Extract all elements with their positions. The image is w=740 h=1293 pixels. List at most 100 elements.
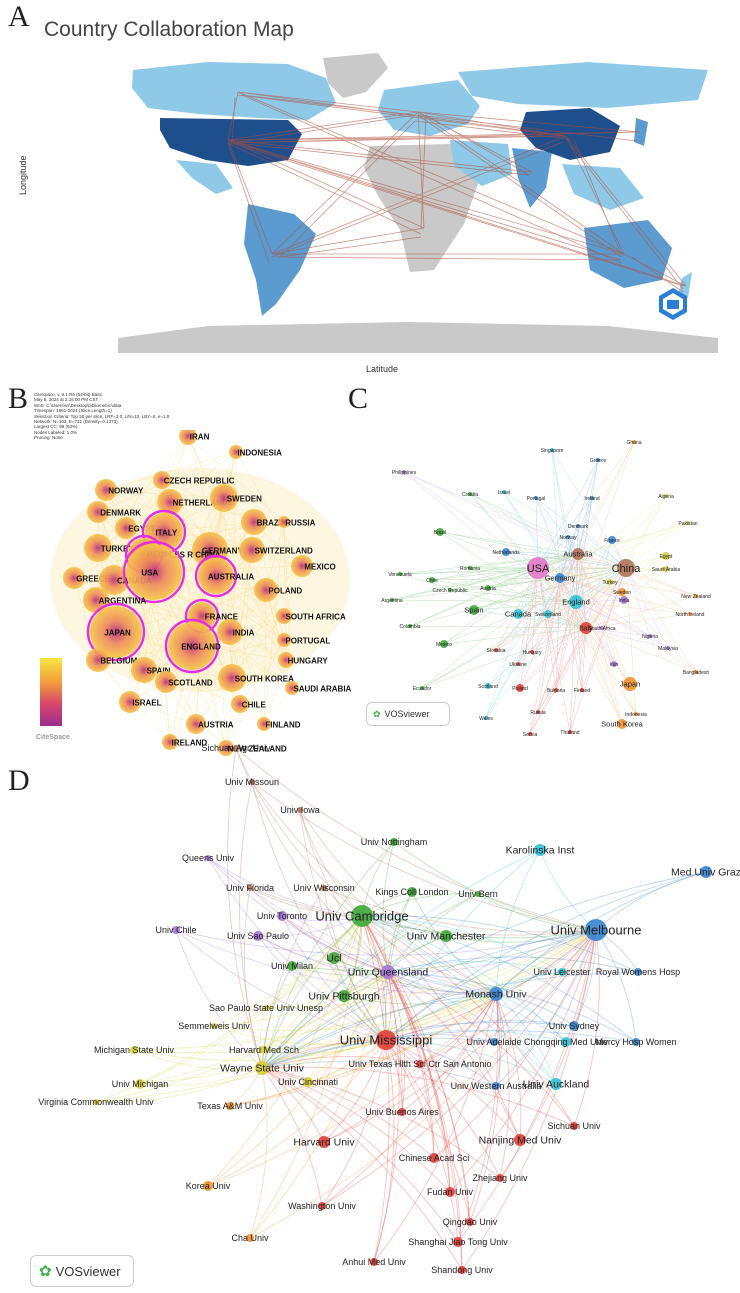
vos-institution-label: Monash Univ [465,989,527,1001]
vos-country-link [529,577,561,735]
vos-institution-link [401,993,497,1113]
vos-institution-node-korea-univ: Korea Univ [186,1181,231,1191]
vos-country-link [531,627,587,653]
vos-country-label: Spain [464,606,483,615]
vos-country-link [535,497,627,569]
vos-institution-link [251,781,387,1041]
vos-institution-link [261,1067,435,1159]
panel-b-letter: B [8,382,29,415]
vos-institution-link [265,929,597,1009]
vos-institution-link [385,1039,497,1087]
vos-country-label: Slovakia [487,648,506,654]
vos-institution-link [257,915,363,937]
vos-country-label: Algeria [658,494,674,500]
vos-institution-link [257,935,497,995]
vos-institution-link [321,1039,387,1207]
vos-country-node-ecuador: Ecuador [413,686,432,692]
vos-country-label: Japan [620,680,640,689]
collaboration-link [227,139,687,287]
vos-institution-link [385,929,597,1041]
vos-institution-label: Virginia Commonwealth Univ [38,1097,154,1107]
vos-country-link [495,553,579,651]
vos-country-label: Iran [610,662,619,668]
vos-institution-link [361,915,639,973]
vos-country-link [517,553,579,665]
vos-institution-node-univ-toronto: Univ Toronto [257,911,307,921]
vos-country-link [399,573,587,629]
vos-institution-link [385,1039,557,1085]
citespace-node-label: SPAIN [147,667,171,676]
vos-country-link [403,471,627,569]
vos-institution-node-univ-iowa: Univ Iowa [280,805,320,815]
citespace-node-label: JAPAN [104,629,131,638]
citespace-node-spain: SPAIN [131,657,171,683]
vos-institution-link [387,893,479,973]
vos-institution-node-shandong-univ: Shandong Univ [431,1265,493,1275]
vos-institution-node-univ-melbourne: Univ Melbourne [550,919,642,941]
vos-country-link [449,567,539,591]
vos-institution-node-sichuan-univ: Sichuan Univ [547,1121,601,1131]
citespace-node-russia: RUSSIA [278,516,316,528]
citespace-node-label: SOUTH AFRICA [286,613,346,622]
vos-country-node-indonesia: Indonesia [625,712,647,718]
vos-country-link [537,567,625,601]
vos-institution-link [249,887,597,936]
vosviewer-institution-network: Sichuan Agr Univ Univ Missouri Univ Iowa Un… [38,743,740,1275]
cooccurrence-link [143,521,255,671]
cooccurrence-link [169,631,231,743]
vos-country-link [503,491,561,579]
citespace-node-label: FRANCE [205,613,239,622]
vos-institution-link [449,929,597,1193]
citespace-node-label: BELGIUM [100,657,137,666]
map-title: Country Collaboration Map [44,18,294,41]
vos-country-link [537,567,697,673]
vos-institution-link [263,1039,387,1054]
canada-shape [132,62,336,120]
collaboration-link [417,111,641,133]
vos-country-link [575,555,667,603]
vos-institution-link [433,929,597,1159]
vos-institution-label: Texas A&M Univ [197,1101,263,1111]
cooccurrence-link [161,479,255,523]
vos-institution-link [261,1067,459,1243]
vos-country-link [399,553,579,575]
citespace-node-turkey: TURKEY [84,534,134,562]
vos-country-link [473,609,587,629]
citespace-node-label: USA [141,569,158,578]
vos-country-link [505,551,587,629]
vos-country-link [581,567,627,691]
citespace-node-label: GERMANY [202,547,244,556]
vos-country-link [575,599,625,603]
map-xlabel: Latitude [366,364,399,374]
vos-institution-link [573,929,600,1127]
vos-institution-link [361,915,451,1193]
cooccurrence-link [97,659,233,679]
vos-institution-link [385,1039,521,1141]
vos-institution-node-harvard-univ: Harvard Univ [293,1136,355,1149]
citespace-node-label: SWEDEN [227,495,262,504]
citespace-node-sweden: SWEDEN [210,484,262,512]
collaboration-link [279,236,422,258]
vos-institution-link [249,887,389,973]
vos-country-node-ireland: Ireland [584,496,600,502]
vos-country-node-colombia: Colombia [399,624,420,630]
vos-country-link [577,441,635,555]
vos-country-label: Bangladesh [683,670,710,676]
vos-country-label: Ecuador [413,686,432,692]
vos-country-node-bulgaria: Bulgaria [547,688,566,694]
vos-country-link [469,493,627,569]
cooccurrence-link [195,565,303,725]
vos-institution-link [261,1067,325,1143]
citespace-meta: CiteSpace, v. 6.1.R6 (64-bit) Basic May … [34,392,169,441]
vos-institution-link [361,915,575,1127]
vosviewer-logo-text: VOSviewer [384,709,430,719]
vosviewer-country-network: Ghana Singapore Philippines Greece Israel Por… [381,440,711,738]
vos-country-link [537,627,587,713]
vos-country-node-sweden: Sweden [613,588,631,596]
citespace-node-finland: FINLAND [257,717,301,731]
vos-country-link [559,459,599,579]
vos-country-link [403,471,539,569]
vos-institution-link [387,971,451,1193]
vos-country-link [517,567,627,615]
vos-institution-link [95,971,389,1103]
